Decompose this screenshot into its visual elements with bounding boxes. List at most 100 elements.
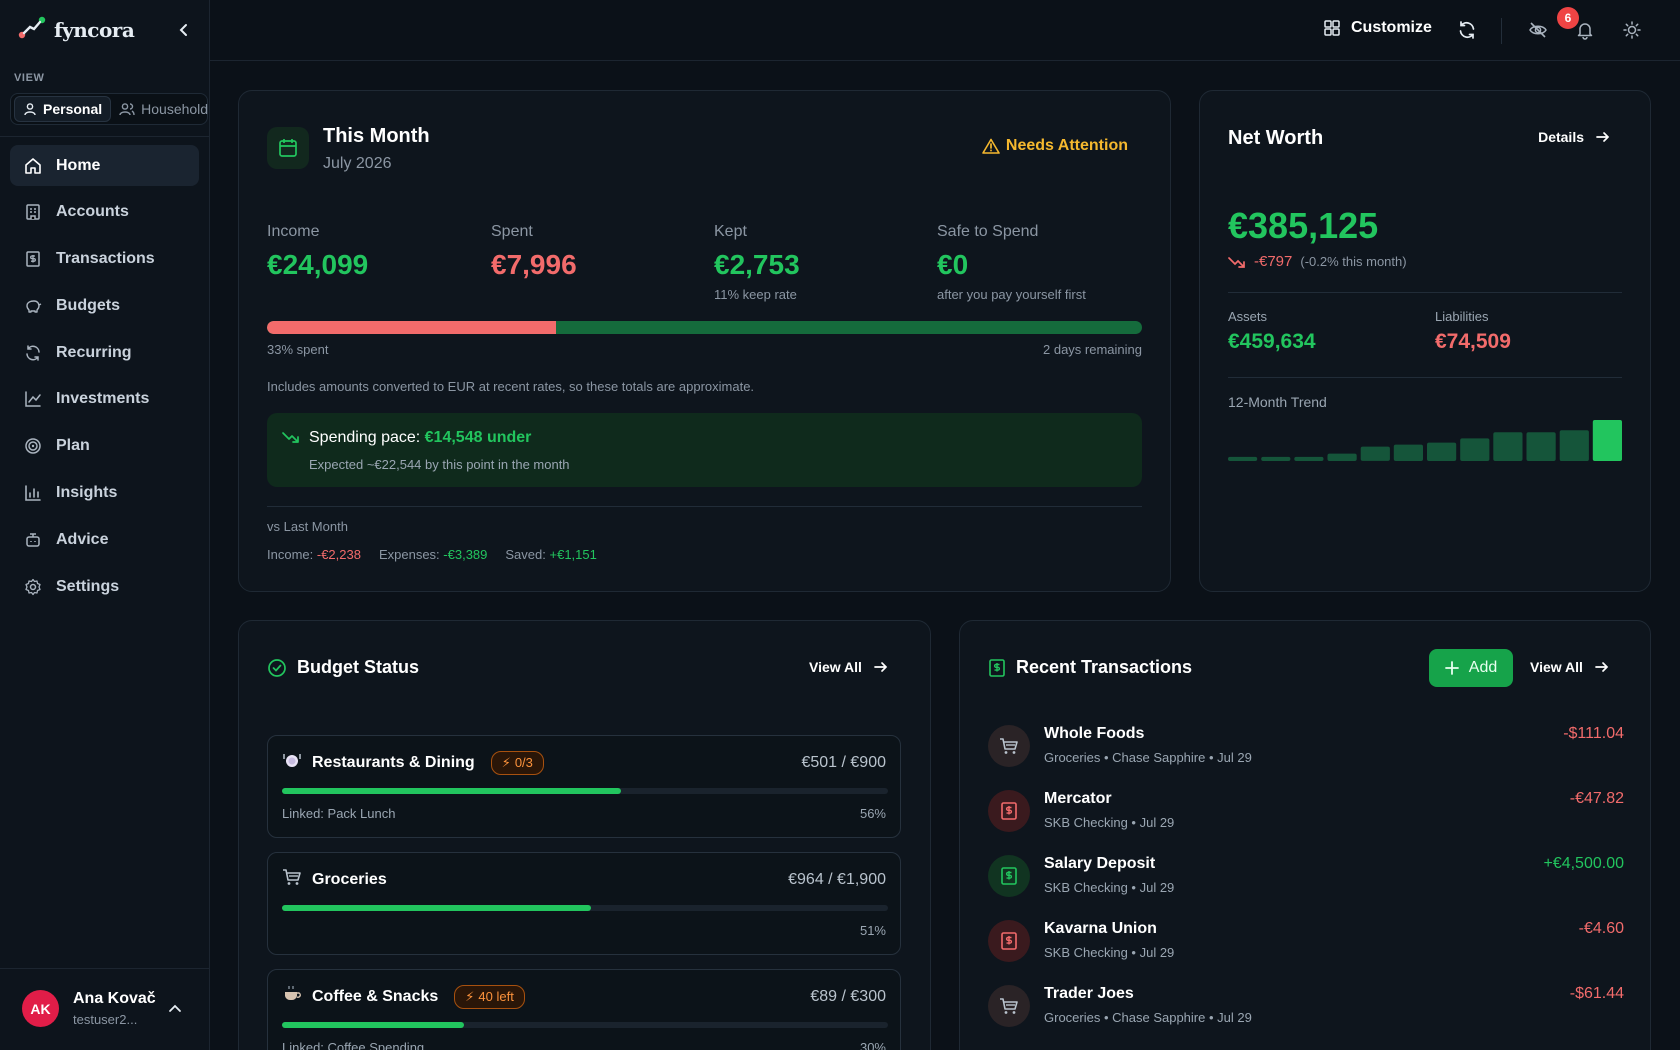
transaction-name: Mercator xyxy=(1044,790,1112,807)
transaction-row[interactable]: Kavarna Union SKB Checking • Jul 29 -€4.60 xyxy=(988,916,1624,966)
user-divider xyxy=(0,968,210,969)
gear-icon xyxy=(24,578,42,596)
recent-transactions-card: Recent Transactions Add View All Whole F… xyxy=(959,620,1651,1050)
budget-item-linked: Linked: Coffee Spending xyxy=(282,1040,425,1050)
bot-icon xyxy=(24,531,42,549)
check-circle-icon xyxy=(268,658,286,677)
nav-item-recurring[interactable]: Recurring xyxy=(10,332,199,373)
net-worth-details-link[interactable]: Details xyxy=(1538,129,1610,145)
nav-item-advice[interactable]: Advice xyxy=(10,519,199,560)
budget-item-linked: Linked: Pack Lunch xyxy=(282,806,396,821)
bar-chart-icon xyxy=(24,484,42,502)
nav-item-investments[interactable]: Investments xyxy=(10,379,199,420)
liabilities-stat: Liabilities €74,509 xyxy=(1435,309,1511,353)
net-worth-value: €385,125 xyxy=(1228,205,1379,246)
transaction-name: Kavarna Union xyxy=(1044,920,1157,937)
arrow-right-icon xyxy=(874,662,888,672)
customize-button[interactable]: Customize xyxy=(1323,19,1432,37)
hide-values-button[interactable] xyxy=(1527,19,1549,41)
nav-item-plan[interactable]: Plan xyxy=(10,426,199,467)
safe-to-spend-stat: Safe to Spend €0 after you pay yourself … xyxy=(937,223,1086,302)
sidebar: fyncora VIEW Personal Household Home Acc… xyxy=(0,0,210,1050)
nav-item-transactions[interactable]: Transactions xyxy=(10,239,199,280)
transaction-row[interactable]: Mercator SKB Checking • Jul 29 -€47.82 xyxy=(988,786,1624,836)
trend-bar xyxy=(1360,446,1390,461)
transaction-amount: -€4.60 xyxy=(1578,920,1624,937)
transaction-meta: Groceries • Chase Sapphire • Jul 29 xyxy=(1044,750,1252,765)
recent-transactions-header: Recent Transactions xyxy=(988,657,1192,678)
budget-item-badge: ⚡ 0/3 xyxy=(490,750,544,775)
days-remaining: 2 days remaining xyxy=(1043,342,1142,357)
add-transaction-button[interactable]: Add xyxy=(1429,649,1513,687)
view-household-button[interactable]: Household xyxy=(111,96,216,122)
transaction-meta: SKB Checking • Jul 29 xyxy=(1044,815,1175,830)
nav-item-settings[interactable]: Settings xyxy=(10,566,199,607)
budget-item-name: Restaurants & Dining xyxy=(312,753,475,771)
plus-icon xyxy=(1444,661,1459,675)
nav-item-accounts[interactable]: Accounts xyxy=(10,192,199,233)
needs-attention-status[interactable]: Needs Attention xyxy=(982,137,1128,155)
chevron-up-icon[interactable] xyxy=(168,1000,182,1018)
lightning-icon: ⚡ xyxy=(465,988,475,1004)
budget-item[interactable]: Coffee & Snacks ⚡ 40 left €89 / €300 Link… xyxy=(267,969,901,1050)
safe-to-spend-value: €0 xyxy=(937,249,969,280)
collapse-sidebar-button[interactable] xyxy=(172,18,196,42)
budget-progress-bar xyxy=(282,788,888,794)
transaction-row[interactable]: Salary Deposit SKB Checking • Jul 29 +€4,5… xyxy=(988,851,1624,901)
liabilities-value: €74,509 xyxy=(1435,330,1511,353)
trend-down-icon xyxy=(1228,256,1245,268)
budget-item-amount: €501 / €900 xyxy=(801,754,886,771)
refresh-button[interactable] xyxy=(1456,19,1478,41)
budget-item-percent: 30% xyxy=(859,1040,886,1050)
net-worth-card: Net Worth Details €385,125 -€797 (-0.2% … xyxy=(1199,90,1651,592)
transaction-amount: -€47.82 xyxy=(1569,790,1624,807)
notifications-button[interactable] xyxy=(1574,19,1596,41)
piggy-bank-icon xyxy=(24,297,42,315)
transaction-amount: -$111.04 xyxy=(1563,725,1624,742)
receipt-icon xyxy=(24,250,42,268)
user-menu[interactable]: AK Ana Kovač testuser2... xyxy=(22,990,156,1027)
net-worth-trend-chart xyxy=(1228,420,1622,461)
view-personal-button[interactable]: Personal xyxy=(14,96,112,122)
transaction-amount: +€4,500.00 xyxy=(1543,855,1624,872)
transaction-row[interactable]: Whole Foods Groceries • Chase Sapphire • … xyxy=(988,721,1624,771)
budget-item[interactable]: Groceries €964 / €1,900 51% xyxy=(267,852,901,955)
nav-item-insights[interactable]: Insights xyxy=(10,473,199,514)
budget-progress-fill xyxy=(282,788,622,794)
calendar-icon xyxy=(267,127,309,169)
bell-icon xyxy=(1577,23,1593,40)
spending-progress-fill xyxy=(267,321,556,334)
transactions-view-all-link[interactable]: View All xyxy=(1530,659,1609,675)
net-worth-title: Net Worth xyxy=(1228,127,1324,149)
users-icon xyxy=(119,103,135,116)
nav-item-home[interactable]: Home xyxy=(10,145,199,186)
view-toggle: Personal Household xyxy=(10,93,208,125)
theme-toggle-button[interactable] xyxy=(1621,19,1643,41)
income-value: €24,099 xyxy=(267,249,369,280)
transaction-name: Whole Foods xyxy=(1044,725,1145,742)
receipt-icon xyxy=(988,790,1030,832)
sun-icon xyxy=(1623,21,1641,39)
vs-income-value: -€2,238 xyxy=(316,547,361,562)
spent-percent: 33% spent xyxy=(267,342,329,357)
budget-progress-fill xyxy=(282,1022,464,1028)
budget-item-percent: 51% xyxy=(859,923,886,938)
trend-bar xyxy=(1228,456,1258,461)
sidebar-divider xyxy=(0,136,210,137)
transaction-row[interactable]: Trader Joes Groceries • Chase Sapphire • … xyxy=(988,981,1624,1031)
trend-bar xyxy=(1393,444,1423,461)
budget-view-all-link[interactable]: View All xyxy=(809,659,888,675)
budget-item-amount: €89 / €300 xyxy=(810,988,886,1005)
trend-bar xyxy=(1460,438,1490,461)
budget-item[interactable]: Restaurants & Dining ⚡ 0/3 €501 / €900 Li… xyxy=(267,735,901,838)
transaction-name: Trader Joes xyxy=(1044,985,1134,1002)
trend-bar xyxy=(1261,456,1291,461)
lightning-icon: ⚡ xyxy=(501,754,511,770)
home-icon xyxy=(24,157,42,175)
nav-item-budgets[interactable]: Budgets xyxy=(10,285,199,326)
trend-bar xyxy=(1559,430,1589,461)
chevron-left-icon xyxy=(179,24,187,36)
topbar-separator xyxy=(1501,18,1502,44)
brand[interactable]: fyncora xyxy=(18,16,135,44)
cart-icon xyxy=(988,985,1030,1027)
